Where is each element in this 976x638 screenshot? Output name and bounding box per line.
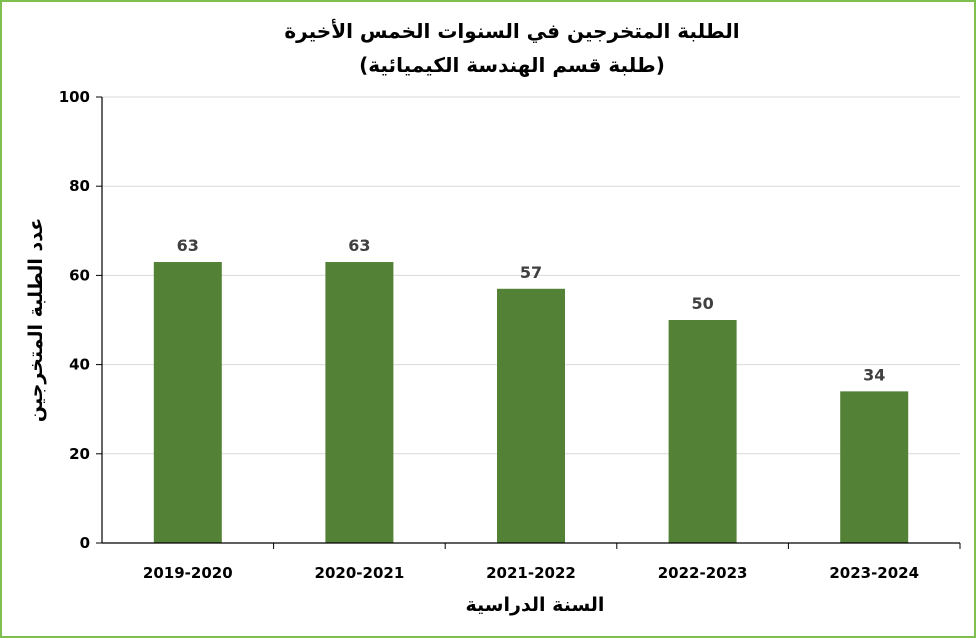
x-tick-labels: 2019-2020 2020-2021 2021-2022 2022-2023 2023… [143, 543, 961, 582]
data-label: 63 [177, 236, 199, 255]
y-tick-label: 40 [69, 356, 90, 374]
x-tick-label: 2019-2020 [143, 564, 233, 582]
gridlines [96, 96, 960, 544]
data-label: 63 [348, 236, 370, 255]
y-tick-label: 20 [69, 445, 90, 463]
bar [153, 262, 222, 543]
chart-subtitle: (طلبة قسم الهندسة الكيميائية) [359, 53, 665, 77]
x-tick-label: 2020-2021 [315, 564, 405, 582]
y-tick-label: 80 [69, 177, 90, 195]
data-label: 50 [691, 294, 713, 313]
bar [668, 320, 737, 543]
x-tick-label: 2022-2023 [658, 564, 748, 582]
axes [101, 97, 960, 544]
y-tick-labels: 0 20 40 60 80 100 [59, 88, 90, 552]
bar [840, 391, 909, 543]
data-labels: 63 63 57 50 34 [177, 236, 886, 384]
y-tick-label: 100 [59, 88, 90, 106]
y-axis-title: عدد الطلبة المتخرجين [25, 218, 47, 422]
bar [325, 262, 394, 543]
bar [497, 288, 565, 543]
data-label: 34 [863, 365, 885, 384]
x-axis-title: السنة الدراسية [466, 594, 605, 616]
y-tick-label: 0 [80, 534, 90, 552]
x-tick-label: 2021-2022 [486, 564, 576, 582]
chart-title: الطلبة المتخرجين في السنوات الخمس الأخير… [284, 18, 739, 44]
x-tick-label: 2023-2024 [829, 564, 919, 582]
y-tick-label: 60 [69, 266, 90, 284]
bars [153, 262, 909, 543]
data-label: 57 [520, 263, 542, 282]
